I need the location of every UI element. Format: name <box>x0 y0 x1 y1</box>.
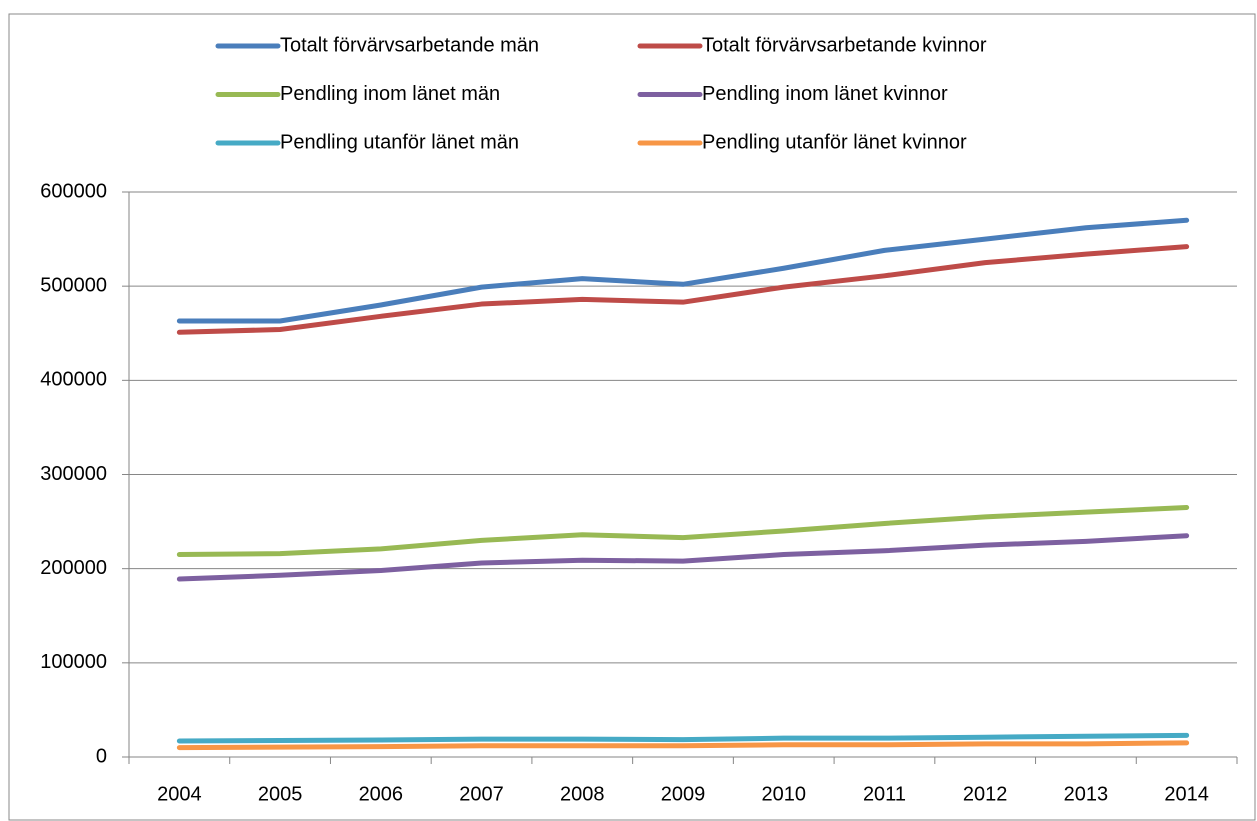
series-line <box>176 504 1190 558</box>
series-line <box>176 244 1190 335</box>
y-tick-label: 0 <box>96 745 107 767</box>
series-line <box>176 217 1190 324</box>
legend-label: Totalt förvärvsarbetande män <box>280 34 539 56</box>
y-tick-label: 300000 <box>40 463 107 485</box>
x-tick-label: 2006 <box>359 783 404 805</box>
y-tick-label: 500000 <box>40 274 107 296</box>
x-tick-label: 2010 <box>761 783 806 805</box>
legend-label: Pendling inom länet män <box>280 83 500 105</box>
x-tick-label: 2009 <box>661 783 706 805</box>
x-tick-label: 2012 <box>963 783 1008 805</box>
y-tick-label: 400000 <box>40 369 107 391</box>
x-tick-label: 2014 <box>1164 783 1209 805</box>
y-tick-label: 200000 <box>40 557 107 579</box>
series-line <box>176 533 1190 582</box>
x-tick-label: 2013 <box>1064 783 1109 805</box>
x-tick-label: 2011 <box>863 783 906 805</box>
series-line <box>176 732 1190 744</box>
y-tick-label: 100000 <box>40 651 107 673</box>
series-line <box>176 740 1190 751</box>
legend-label: Pendling utanför länet män <box>280 131 519 153</box>
legend-label: Pendling utanför länet kvinnor <box>702 131 967 153</box>
x-tick-label: 2008 <box>560 783 605 805</box>
x-tick-label: 2007 <box>459 783 504 805</box>
legend-label: Totalt förvärvsarbetande kvinnor <box>702 34 987 56</box>
x-tick-label: 2005 <box>258 783 303 805</box>
chart-frame <box>8 13 1256 821</box>
y-tick-label: 600000 <box>40 180 107 202</box>
legend-label: Pendling inom länet kvinnor <box>702 83 948 105</box>
x-tick-label: 2004 <box>157 783 202 805</box>
